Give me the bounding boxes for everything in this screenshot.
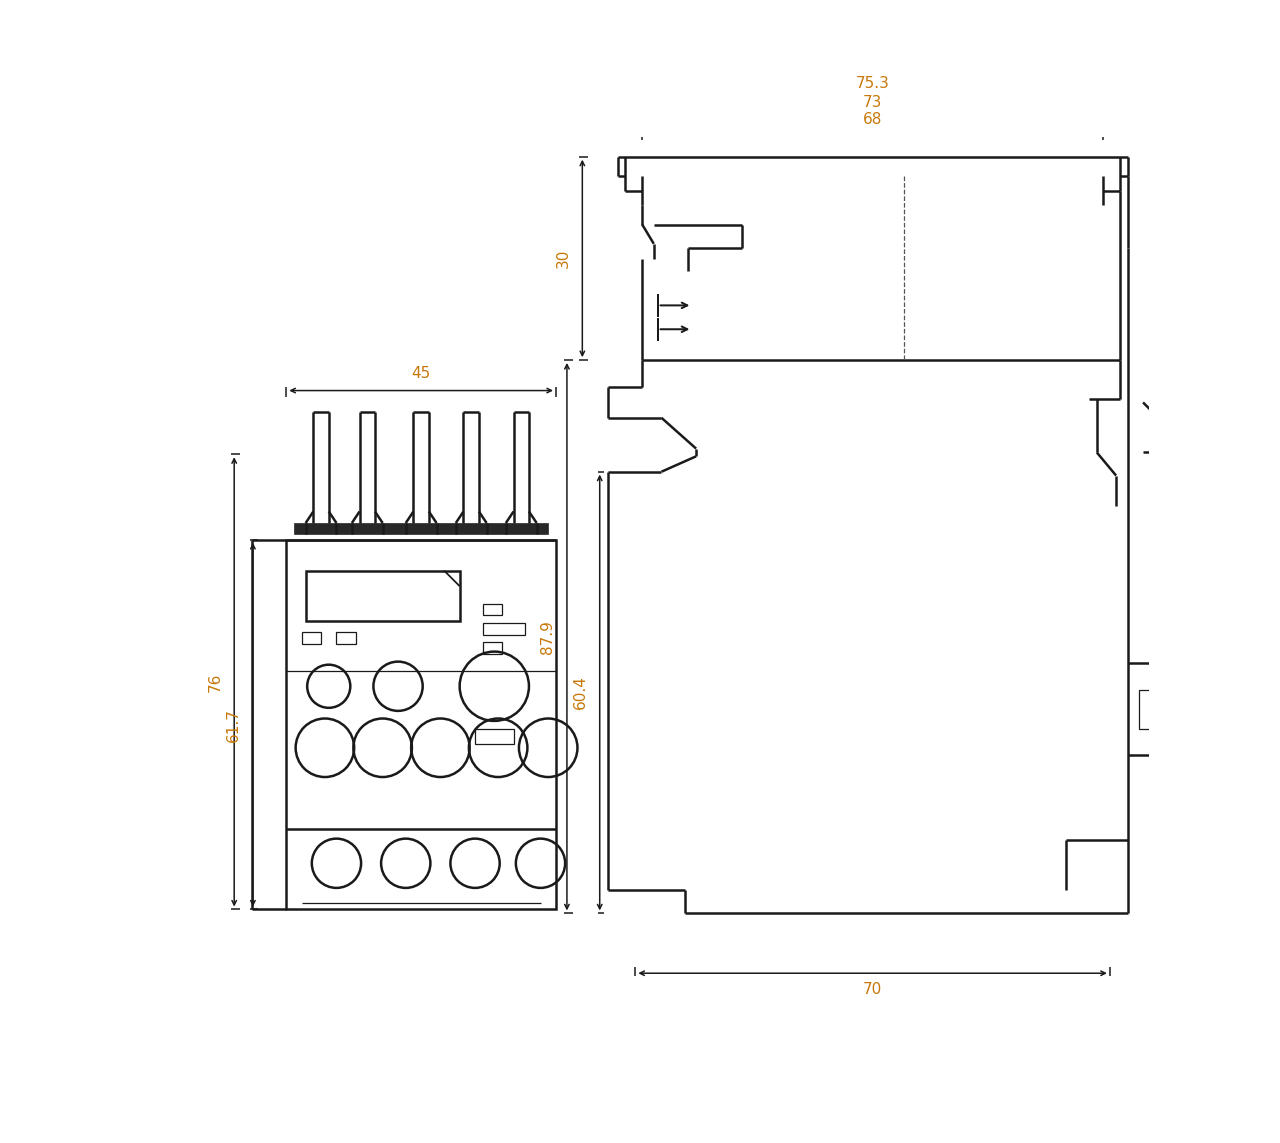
Bar	[302, 632, 321, 644]
Bar	[306, 570, 460, 621]
Text: 30: 30	[556, 249, 571, 269]
Text: 70: 70	[863, 983, 882, 998]
Bar	[475, 728, 513, 744]
Bar	[483, 623, 525, 634]
Bar	[483, 604, 502, 615]
Bar	[287, 539, 556, 910]
Text: 75.3: 75.3	[855, 77, 890, 91]
Bar	[294, 523, 548, 534]
Bar	[337, 632, 356, 644]
Text: 60.4: 60.4	[573, 676, 589, 710]
Bar	[1139, 690, 1156, 728]
Text: 45: 45	[412, 366, 431, 382]
Bar	[483, 642, 502, 654]
Text: 73: 73	[863, 95, 882, 110]
Text: 87.9: 87.9	[540, 620, 556, 654]
Text: 68: 68	[863, 112, 882, 127]
Text: 61.7: 61.7	[227, 708, 242, 742]
Text: 76: 76	[207, 672, 223, 692]
